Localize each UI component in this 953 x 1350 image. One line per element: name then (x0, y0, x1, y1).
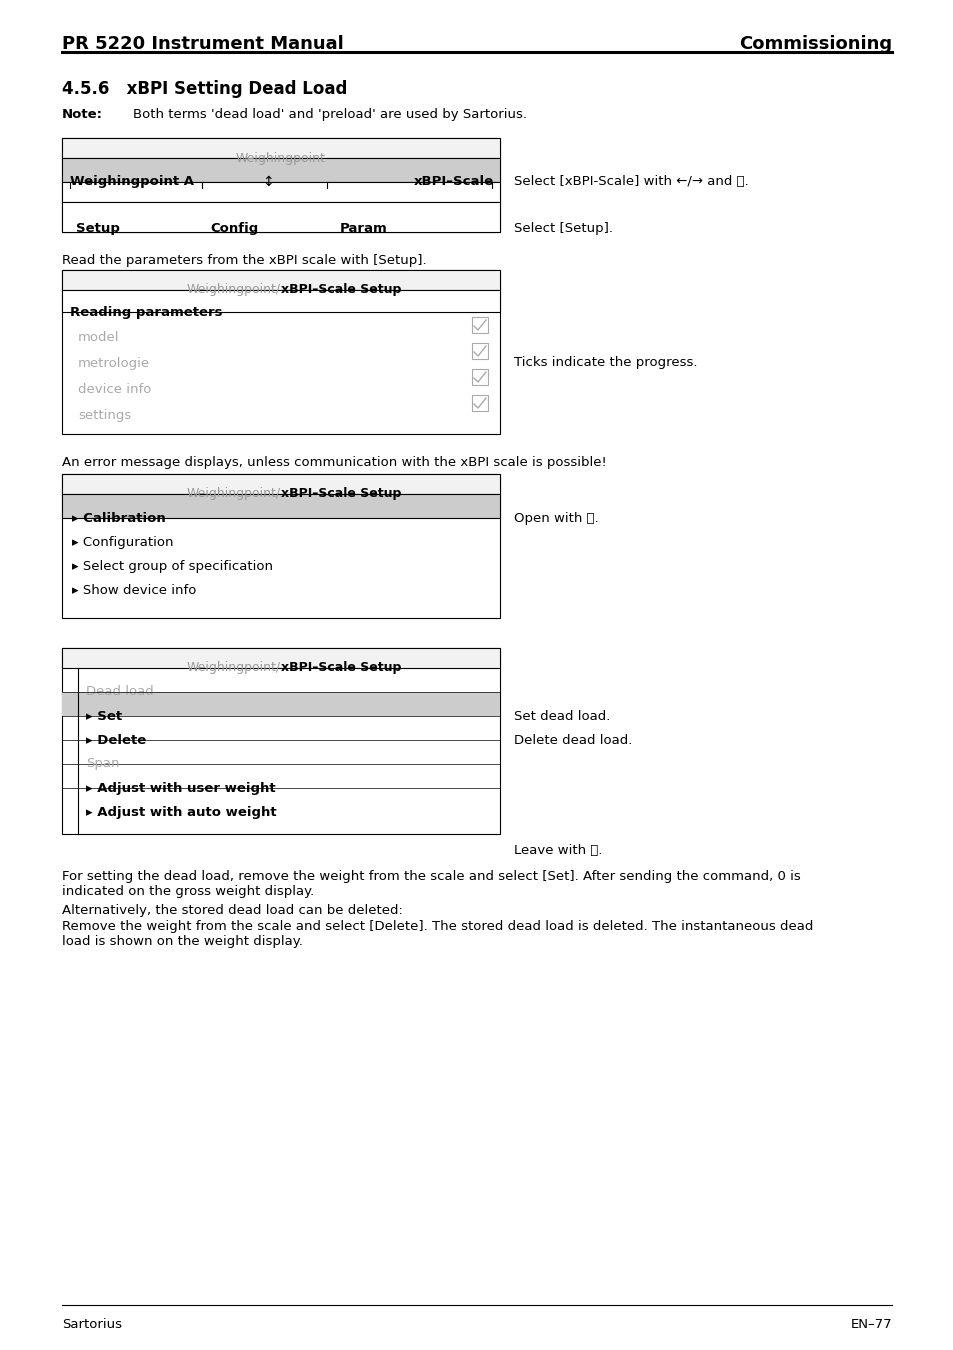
Bar (62, 182, 499, 202)
Text: ▸ Calibration: ▸ Calibration (71, 512, 166, 525)
Bar (62, 474, 499, 494)
Text: ▸ Delete: ▸ Delete (86, 734, 146, 747)
Text: Select [xBPI-Scale] with ←/→ and ⓞ.: Select [xBPI-Scale] with ←/→ and ⓞ. (514, 176, 748, 188)
Bar (62, 648, 499, 668)
Text: Both terms 'dead load' and 'preload' are used by Sartorius.: Both terms 'dead load' and 'preload' are… (132, 108, 526, 122)
Text: Setup: Setup (76, 221, 120, 235)
Text: Remove the weight from the scale and select [Delete]. The stored dead load is de: Remove the weight from the scale and sel… (62, 919, 813, 933)
Text: ▸ Adjust with user weight: ▸ Adjust with user weight (86, 782, 275, 795)
Text: Reading parameters: Reading parameters (70, 306, 222, 319)
Bar (472, 343, 488, 359)
Bar (62, 158, 499, 182)
Text: Leave with ⓘ.: Leave with ⓘ. (514, 844, 602, 857)
Bar (62, 648, 499, 834)
Bar (472, 317, 488, 333)
Text: Weighingpoint: Weighingpoint (235, 153, 326, 165)
Text: xBPI–Scale Setup: xBPI–Scale Setup (281, 662, 401, 674)
Text: xBPI–Scale Setup: xBPI–Scale Setup (281, 284, 401, 296)
Text: Commissioning: Commissioning (739, 35, 891, 53)
Text: Weighingpoint/: Weighingpoint/ (187, 284, 281, 296)
Text: Select [Setup].: Select [Setup]. (514, 221, 613, 235)
Text: ▸ Set: ▸ Set (86, 710, 122, 724)
Text: Set dead load.: Set dead load. (514, 710, 610, 724)
Text: metrologie: metrologie (78, 356, 150, 370)
Text: ▸ Show device info: ▸ Show device info (71, 585, 196, 597)
Text: xBPI–Scale Setup: xBPI–Scale Setup (281, 487, 401, 500)
Text: For setting the dead load, remove the weight from the scale and select [Set]. Af: For setting the dead load, remove the we… (62, 869, 800, 883)
Text: indicated on the gross weight display.: indicated on the gross weight display. (62, 886, 314, 898)
Text: 4.5.6   xBPI Setting Dead Load: 4.5.6 xBPI Setting Dead Load (62, 80, 347, 99)
Text: PR 5220 Instrument Manual: PR 5220 Instrument Manual (62, 35, 343, 53)
Bar (62, 494, 499, 518)
Text: model: model (78, 331, 119, 344)
Bar (62, 270, 499, 433)
Text: device info: device info (78, 383, 152, 396)
Text: xBPI–Scale: xBPI–Scale (414, 176, 494, 188)
Bar (62, 202, 499, 232)
Text: Read the parameters from the xBPI scale with [Setup].: Read the parameters from the xBPI scale … (62, 254, 426, 267)
Bar (62, 138, 499, 232)
Text: Alternatively, the stored dead load can be deleted:: Alternatively, the stored dead load can … (62, 904, 402, 917)
Text: Weighingpoint/: Weighingpoint/ (187, 487, 281, 500)
Text: Ticks indicate the progress.: Ticks indicate the progress. (514, 356, 697, 369)
Text: Weighingpoint A: Weighingpoint A (70, 176, 193, 188)
Text: Note:: Note: (62, 108, 103, 122)
Text: settings: settings (78, 409, 132, 423)
Text: ↕: ↕ (262, 176, 274, 189)
Bar (472, 396, 488, 410)
Bar (62, 138, 499, 158)
Text: Open with ⓞ.: Open with ⓞ. (514, 512, 598, 525)
Text: Param: Param (339, 221, 387, 235)
Text: EN–77: EN–77 (849, 1318, 891, 1331)
Text: Weighingpoint/: Weighingpoint/ (187, 662, 281, 674)
Text: Sartorius: Sartorius (62, 1318, 122, 1331)
Text: Config: Config (210, 221, 258, 235)
Text: Dead load: Dead load (86, 684, 153, 698)
Text: ▸ Select group of specification: ▸ Select group of specification (71, 560, 273, 572)
Text: load is shown on the weight display.: load is shown on the weight display. (62, 936, 302, 948)
Text: Span: Span (86, 757, 119, 769)
Text: ▸ Adjust with auto weight: ▸ Adjust with auto weight (86, 806, 276, 819)
Text: An error message displays, unless communication with the xBPI scale is possible!: An error message displays, unless commun… (62, 456, 606, 468)
Bar (62, 693, 499, 716)
Bar (62, 290, 499, 312)
Bar (472, 369, 488, 385)
Text: ▸ Configuration: ▸ Configuration (71, 536, 173, 549)
Text: Delete dead load.: Delete dead load. (514, 734, 632, 747)
Bar (62, 474, 499, 618)
Bar (62, 270, 499, 290)
